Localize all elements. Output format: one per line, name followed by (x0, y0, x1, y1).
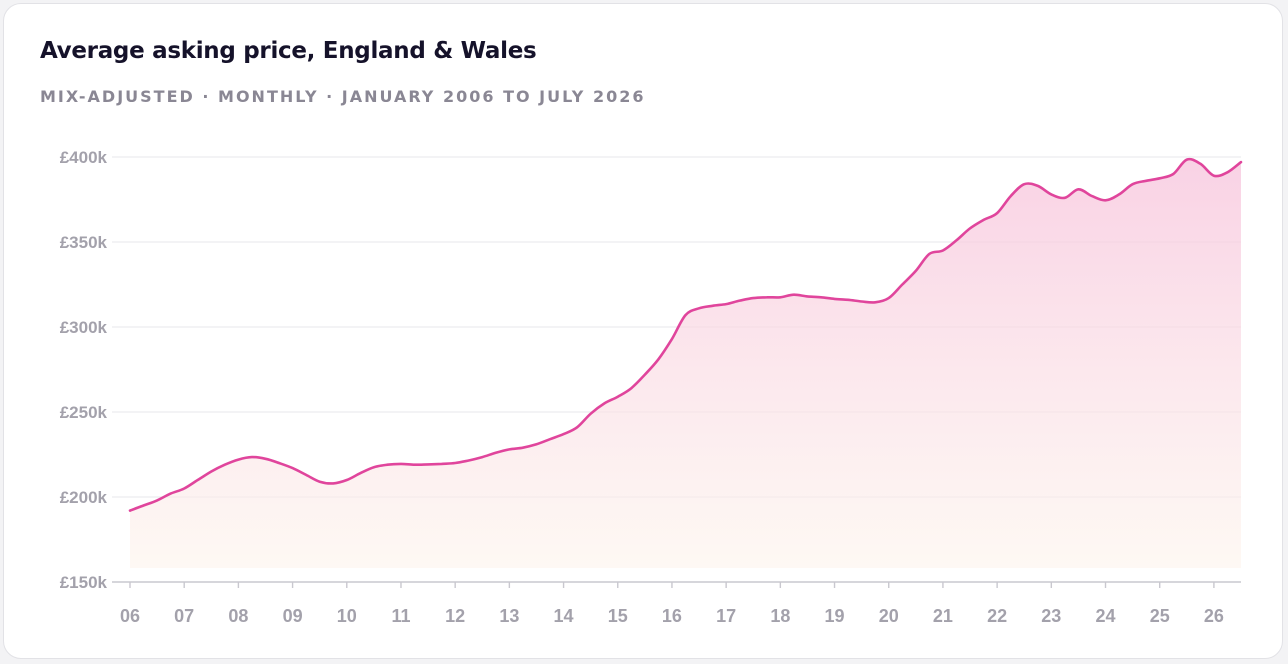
price-line (128, 157, 1243, 512)
x-tick-label: 07 (174, 606, 194, 626)
x-tick-label: 18 (770, 606, 790, 626)
y-tick-label: £200k (60, 488, 108, 507)
x-tick-label: 24 (1095, 606, 1115, 626)
x-tick-label: 19 (825, 606, 845, 626)
x-tick-label: 15 (608, 606, 628, 626)
y-tick-label: £350k (60, 233, 108, 252)
y-tick-label: £400k (60, 148, 108, 167)
x-tick-label: 13 (499, 606, 519, 626)
x-axis-labels: 06 07 08 09 10 11 12 13 14 15 16 17 18 19 20 21 22 23 24 25… (120, 606, 1224, 626)
x-tick-label: 06 (120, 606, 140, 626)
x-tick-label: 09 (283, 606, 303, 626)
x-tick-label: 14 (554, 606, 574, 626)
x-tick-label: 17 (716, 606, 736, 626)
x-tick-label: 25 (1150, 606, 1170, 626)
x-axis-ticks (129, 582, 1215, 588)
x-tick-label: 22 (987, 606, 1007, 626)
x-tick-label: 21 (933, 606, 953, 626)
x-tick-label: 08 (228, 606, 248, 626)
y-tick-label: £300k (60, 318, 108, 337)
x-tick-label: 10 (337, 606, 357, 626)
chart-title: Average asking price, England & Wales (40, 38, 537, 64)
x-tick-label: 11 (391, 606, 410, 626)
y-tick-label: £250k (60, 403, 108, 422)
x-tick-label: 12 (445, 606, 465, 626)
y-tick-label: £150k (60, 573, 108, 592)
x-tick-label: 23 (1041, 606, 1061, 626)
x-tick-label: 26 (1204, 606, 1224, 626)
price-area (130, 159, 1241, 568)
x-tick-label: 16 (662, 606, 682, 626)
chart-subtitle: MIX-ADJUSTED · MONTHLY · JANUARY 2006 TO… (40, 87, 646, 106)
x-tick-label: 20 (879, 606, 899, 626)
y-axis-labels: £400k £350k £300k £250k £200k £150k (60, 148, 108, 592)
